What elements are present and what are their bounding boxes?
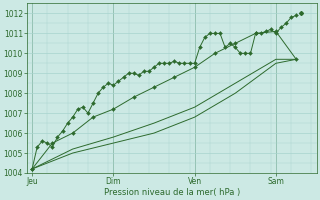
- X-axis label: Pression niveau de la mer( hPa ): Pression niveau de la mer( hPa ): [104, 188, 240, 197]
